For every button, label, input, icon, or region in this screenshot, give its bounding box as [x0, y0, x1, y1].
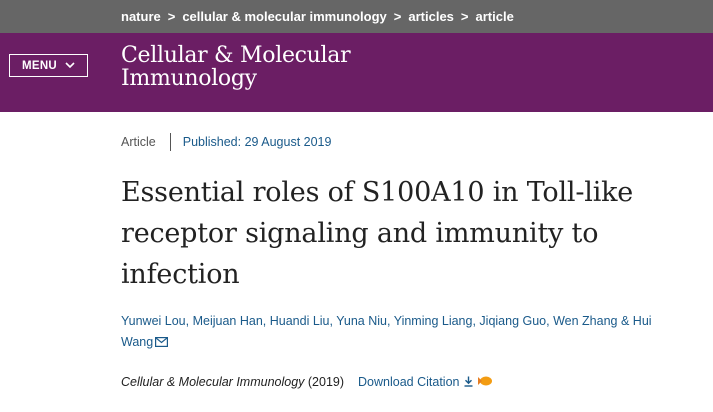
- download-citation-link[interactable]: Download Citation: [358, 375, 473, 390]
- meta-divider: [169, 133, 171, 151]
- citation-journal: Cellular & Molecular Immunology: [121, 375, 305, 389]
- chevron-down-icon: [65, 60, 75, 72]
- article-title: Essential roles of S100A10 in Toll-like …: [121, 177, 634, 290]
- breadcrumb-article: article: [475, 9, 514, 24]
- breadcrumb-nature[interactable]: nature: [121, 9, 161, 24]
- article-meta: Article Published: 29 August 2019: [121, 133, 331, 151]
- chevron-right-icon: >: [393, 9, 402, 24]
- breadcrumb-articles[interactable]: articles: [408, 9, 454, 24]
- menu-button[interactable]: MENU: [9, 54, 88, 77]
- author-link[interactable]: Wen Zhang: [553, 314, 618, 328]
- author-link[interactable]: Huandi Liu: [269, 314, 330, 328]
- chevron-right-icon: >: [167, 9, 176, 24]
- breadcrumb: nature > cellular & molecular immunology…: [121, 0, 514, 33]
- citation-manager-icon[interactable]: [477, 375, 493, 390]
- author-link[interactable]: Yinming Liang: [393, 314, 473, 328]
- author-separator: ,: [262, 314, 270, 328]
- author-link[interactable]: Jiqiang Guo: [479, 314, 547, 328]
- published-date: Published: 29 August 2019: [182, 135, 332, 149]
- author-link[interactable]: Yuna Niu: [336, 314, 387, 328]
- author-separator: ,: [472, 314, 480, 328]
- breadcrumb-bar: nature > cellular & molecular immunology…: [0, 0, 713, 33]
- chevron-right-icon: >: [460, 9, 469, 24]
- journal-logo[interactable]: Cellular & Molecular Immunology: [121, 43, 351, 91]
- author-separator: ,: [386, 314, 394, 328]
- journal-header: MENU Cellular & Molecular Immunology: [0, 33, 713, 112]
- author-link[interactable]: Meijuan Han: [192, 314, 263, 328]
- author-link[interactable]: Hui Wang: [121, 314, 652, 349]
- menu-label: MENU: [21, 59, 58, 72]
- download-citation-label: Download Citation: [358, 374, 460, 389]
- download-icon: [464, 376, 473, 390]
- author-link[interactable]: Yunwei Lou: [121, 314, 186, 328]
- mail-icon[interactable]: [155, 333, 169, 354]
- author-separator: ,: [185, 314, 193, 328]
- author-separator: &: [617, 314, 633, 328]
- citation-row: Cellular & Molecular Immunology (2019) D…: [121, 373, 493, 391]
- journal-title-line1: Cellular & Molecular: [121, 43, 351, 68]
- article-type: Article: [121, 135, 156, 149]
- breadcrumb-journal[interactable]: cellular & molecular immunology: [182, 9, 387, 24]
- author-separator: ,: [329, 314, 337, 328]
- journal-title-line2: Immunology: [121, 66, 257, 91]
- author-list: Yunwei Lou, Meijuan Han, Huandi Liu, Yun…: [121, 311, 681, 354]
- citation-year: (2019): [307, 375, 345, 389]
- author-separator: ,: [546, 314, 554, 328]
